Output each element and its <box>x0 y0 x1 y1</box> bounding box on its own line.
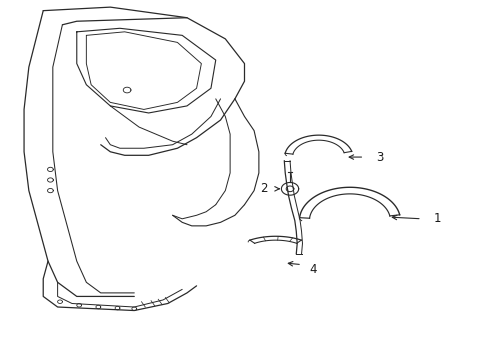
Text: 1: 1 <box>433 212 440 225</box>
Text: 2: 2 <box>260 182 267 195</box>
Text: 3: 3 <box>376 150 383 163</box>
Text: 4: 4 <box>308 264 316 276</box>
